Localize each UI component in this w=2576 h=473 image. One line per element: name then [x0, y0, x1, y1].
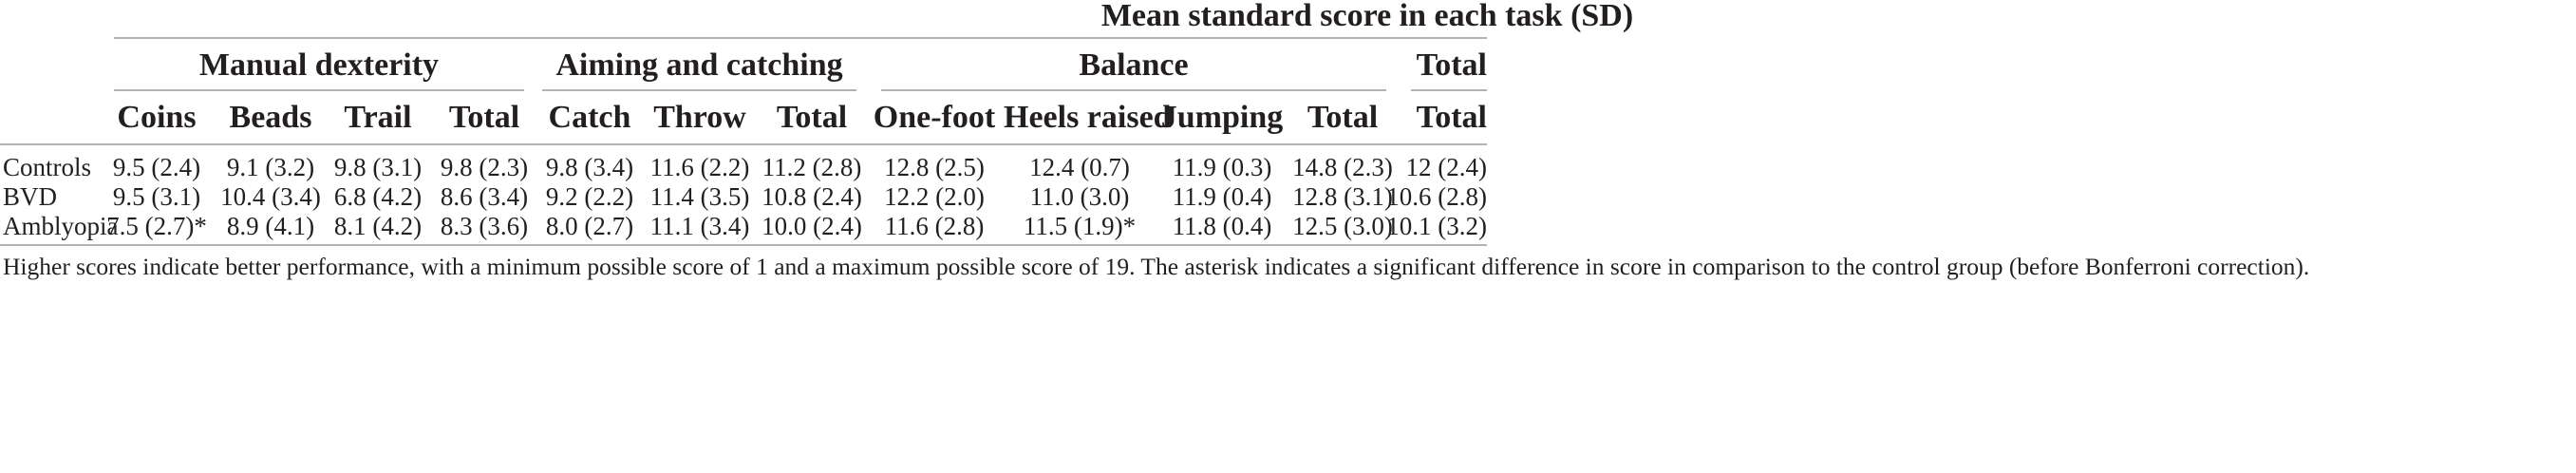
table-cell: 9.8 (3.1)	[333, 153, 423, 181]
table-cell: 10.1 (3.2)	[1386, 212, 1487, 240]
table-cell: 11.5 (1.9)*	[1023, 212, 1137, 240]
column-header-overall-total: Total	[1416, 100, 1487, 135]
super-header-rule	[114, 37, 1487, 39]
column-header-beads: Beads	[229, 100, 312, 135]
table-cell: 12.2 (2.0)	[884, 182, 985, 211]
table-cell: 10.8 (2.4)	[762, 182, 862, 211]
group-header-manual-dexterity: Manual dexterity	[198, 47, 440, 83]
table-cell: 10.6 (2.8)	[1386, 182, 1487, 211]
group-header-balance: Balance	[1079, 47, 1189, 83]
table-cell: 10.0 (2.4)	[762, 212, 862, 240]
column-header-aiming-total: Total	[776, 100, 848, 135]
row-label-controls: Controls	[3, 153, 92, 181]
group-rule-manual-dexterity	[114, 89, 524, 91]
group-rule-aiming-catching	[542, 89, 856, 91]
table-cell: 6.8 (4.2)	[333, 182, 423, 211]
table-cell: 11.6 (2.2)	[649, 153, 750, 181]
table-bottom-rule	[0, 244, 1487, 246]
column-header-heels-raised: Heels raised	[1004, 100, 1172, 135]
column-header-manual-total: Total	[448, 100, 520, 135]
group-header-total: Total	[1416, 47, 1487, 83]
table-cell: 9.5 (3.1)	[112, 182, 201, 211]
table-cell: 11.9 (0.4)	[1172, 182, 1272, 211]
table-cell: 8.6 (3.4)	[440, 182, 529, 211]
column-header-rule	[0, 143, 1487, 145]
row-label-bvd: BVD	[3, 182, 58, 211]
table-cell: 9.8 (2.3)	[440, 153, 529, 181]
table-cell: 11.8 (0.4)	[1172, 212, 1272, 240]
table-cell: 14.8 (2.3)	[1292, 153, 1393, 181]
table-cell: 10.4 (3.4)	[220, 182, 321, 211]
table-cell: 9.2 (2.2)	[545, 182, 634, 211]
super-header: Mean standard score in each task (SD)	[1100, 0, 1634, 33]
column-header-balance-total: Total	[1307, 100, 1379, 135]
group-rule-balance	[881, 89, 1386, 91]
table-cell: 12.8 (3.1)	[1292, 182, 1393, 211]
column-header-throw: Throw	[653, 100, 746, 135]
table-cell: 11.6 (2.8)	[884, 212, 985, 240]
table-cell: 11.4 (3.5)	[649, 182, 750, 211]
table-cell: 11.0 (3.0)	[1029, 182, 1130, 211]
column-header-one-foot: One-foot	[873, 100, 996, 135]
table-cell: 8.3 (3.6)	[440, 212, 529, 240]
group-rule-total	[1411, 89, 1487, 91]
table-cell: 9.5 (2.4)	[112, 153, 201, 181]
table-cell: 12.5 (3.0)	[1292, 212, 1393, 240]
column-header-catch: Catch	[548, 100, 631, 135]
table-cell: 8.1 (4.2)	[333, 212, 423, 240]
column-header-coins: Coins	[117, 100, 197, 135]
table-cell: 9.8 (3.4)	[545, 153, 634, 181]
group-header-aiming-catching: Aiming and catching	[555, 47, 843, 83]
table-cell: 12.4 (0.7)	[1029, 153, 1130, 181]
table-cell: 8.0 (2.7)	[545, 212, 634, 240]
table-cell: 12 (2.4)	[1405, 153, 1487, 181]
table-cell: 11.1 (3.4)	[649, 212, 750, 240]
table-cell: 7.5 (2.7)*	[106, 212, 207, 240]
table-footnote: Higher scores indicate better performanc…	[3, 253, 2310, 280]
table-cell: 11.2 (2.8)	[762, 153, 862, 181]
table-cell: 12.8 (2.5)	[884, 153, 985, 181]
table-cell: 11.9 (0.3)	[1172, 153, 1272, 181]
table-cell: 9.1 (3.2)	[226, 153, 315, 181]
row-label-amblyopia: Amblyopia	[3, 212, 119, 240]
column-header-jumping: Jumping	[1160, 100, 1284, 135]
table-cell: 8.9 (4.1)	[226, 212, 315, 240]
column-header-trail: Trail	[344, 100, 412, 135]
